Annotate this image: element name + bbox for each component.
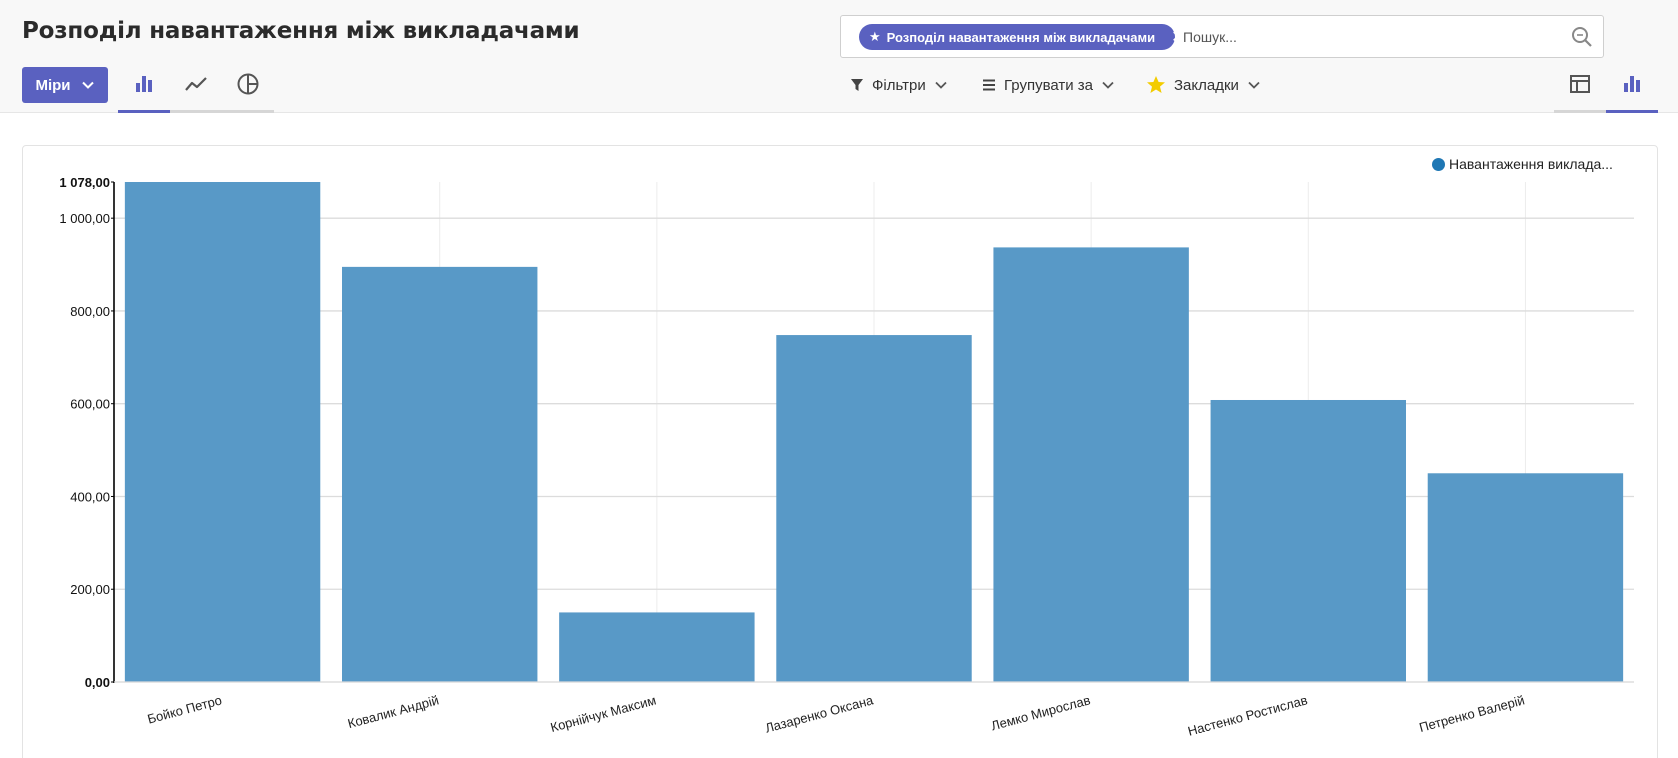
facet-label: Розподіл навантаження між викладачами <box>886 29 1156 45</box>
star-icon <box>1147 76 1165 93</box>
bar-1 <box>124 182 321 682</box>
y-tick-label: 800,00 <box>70 304 110 319</box>
x-tick-label: Настенко Ростислав <box>1186 692 1309 738</box>
y-tick-label: 200,00 <box>70 582 110 597</box>
x-tick-label: Лазаренко Оксана <box>763 692 875 735</box>
group-by-button[interactable]: Групувати за <box>982 73 1115 97</box>
pie-chart-icon <box>237 73 259 95</box>
pie-chart-tab[interactable] <box>222 66 274 113</box>
star-icon: ★ <box>869 29 881 44</box>
measures-button[interactable]: Міри <box>22 67 108 103</box>
bar-4 <box>776 335 972 682</box>
chevron-down-icon <box>1102 81 1114 89</box>
chart-legend[interactable]: Навантаження виклада... <box>1432 156 1613 172</box>
line-chart-tab[interactable] <box>170 66 222 113</box>
pivot-view-tab[interactable] <box>1554 66 1606 113</box>
chevron-down-icon <box>935 81 947 89</box>
filter-icon <box>851 79 863 91</box>
list-icon <box>983 79 995 91</box>
search-icon[interactable] <box>1571 26 1593 48</box>
chevron-down-icon <box>1248 81 1260 89</box>
search-box: ★ Розподіл навантаження між викладачами … <box>840 15 1604 58</box>
bar-3 <box>559 612 755 682</box>
line-chart-icon <box>185 77 207 91</box>
bar-chart-icon <box>136 76 152 92</box>
page-title: Розподіл навантаження між викладачами <box>22 18 580 44</box>
favorites-label: Закладки <box>1174 76 1239 94</box>
filters-button[interactable]: Фільтри <box>850 73 948 97</box>
bar-6 <box>1210 399 1406 682</box>
x-tick-label: Лемко Мирослав <box>989 692 1092 733</box>
filters-label: Фільтри <box>872 76 926 94</box>
search-input[interactable] <box>1183 25 1563 49</box>
favorites-button[interactable]: Закладки <box>1146 73 1261 97</box>
y-tick-label: 0,00 <box>85 675 110 690</box>
bar-chart-tab[interactable] <box>118 66 170 113</box>
legend-swatch <box>1432 157 1445 171</box>
graph-view-icon <box>1624 76 1640 92</box>
bar-7 <box>1427 473 1624 682</box>
pivot-table-icon <box>1570 75 1590 93</box>
x-tick-label: Петренко Валерій <box>1418 692 1527 735</box>
y-tick-label: 400,00 <box>70 489 110 504</box>
measures-label: Міри <box>35 76 71 94</box>
legend-label: Навантаження виклада... <box>1449 156 1613 172</box>
search-facet[interactable]: ★ Розподіл навантаження між викладачами … <box>859 24 1185 50</box>
chevron-down-icon <box>81 81 94 89</box>
bar-2 <box>342 266 538 682</box>
close-icon[interactable]: ✕ <box>1171 29 1185 46</box>
x-tick-label: Бойко Петро <box>146 692 224 726</box>
y-tick-label: 1 078,00 <box>59 175 110 190</box>
y-tick-label: 1 000,00 <box>59 211 110 226</box>
group-by-label: Групувати за <box>1004 76 1094 94</box>
graph-view-tab[interactable] <box>1606 66 1658 113</box>
control-panel: Розподіл навантаження між викладачами Мі… <box>0 0 1678 113</box>
y-tick-label: 600,00 <box>70 397 110 412</box>
x-tick-label: Ковалик Андрій <box>346 692 440 731</box>
x-tick-label: Корнійчук Максим <box>549 692 658 735</box>
bar-5 <box>993 247 1189 683</box>
